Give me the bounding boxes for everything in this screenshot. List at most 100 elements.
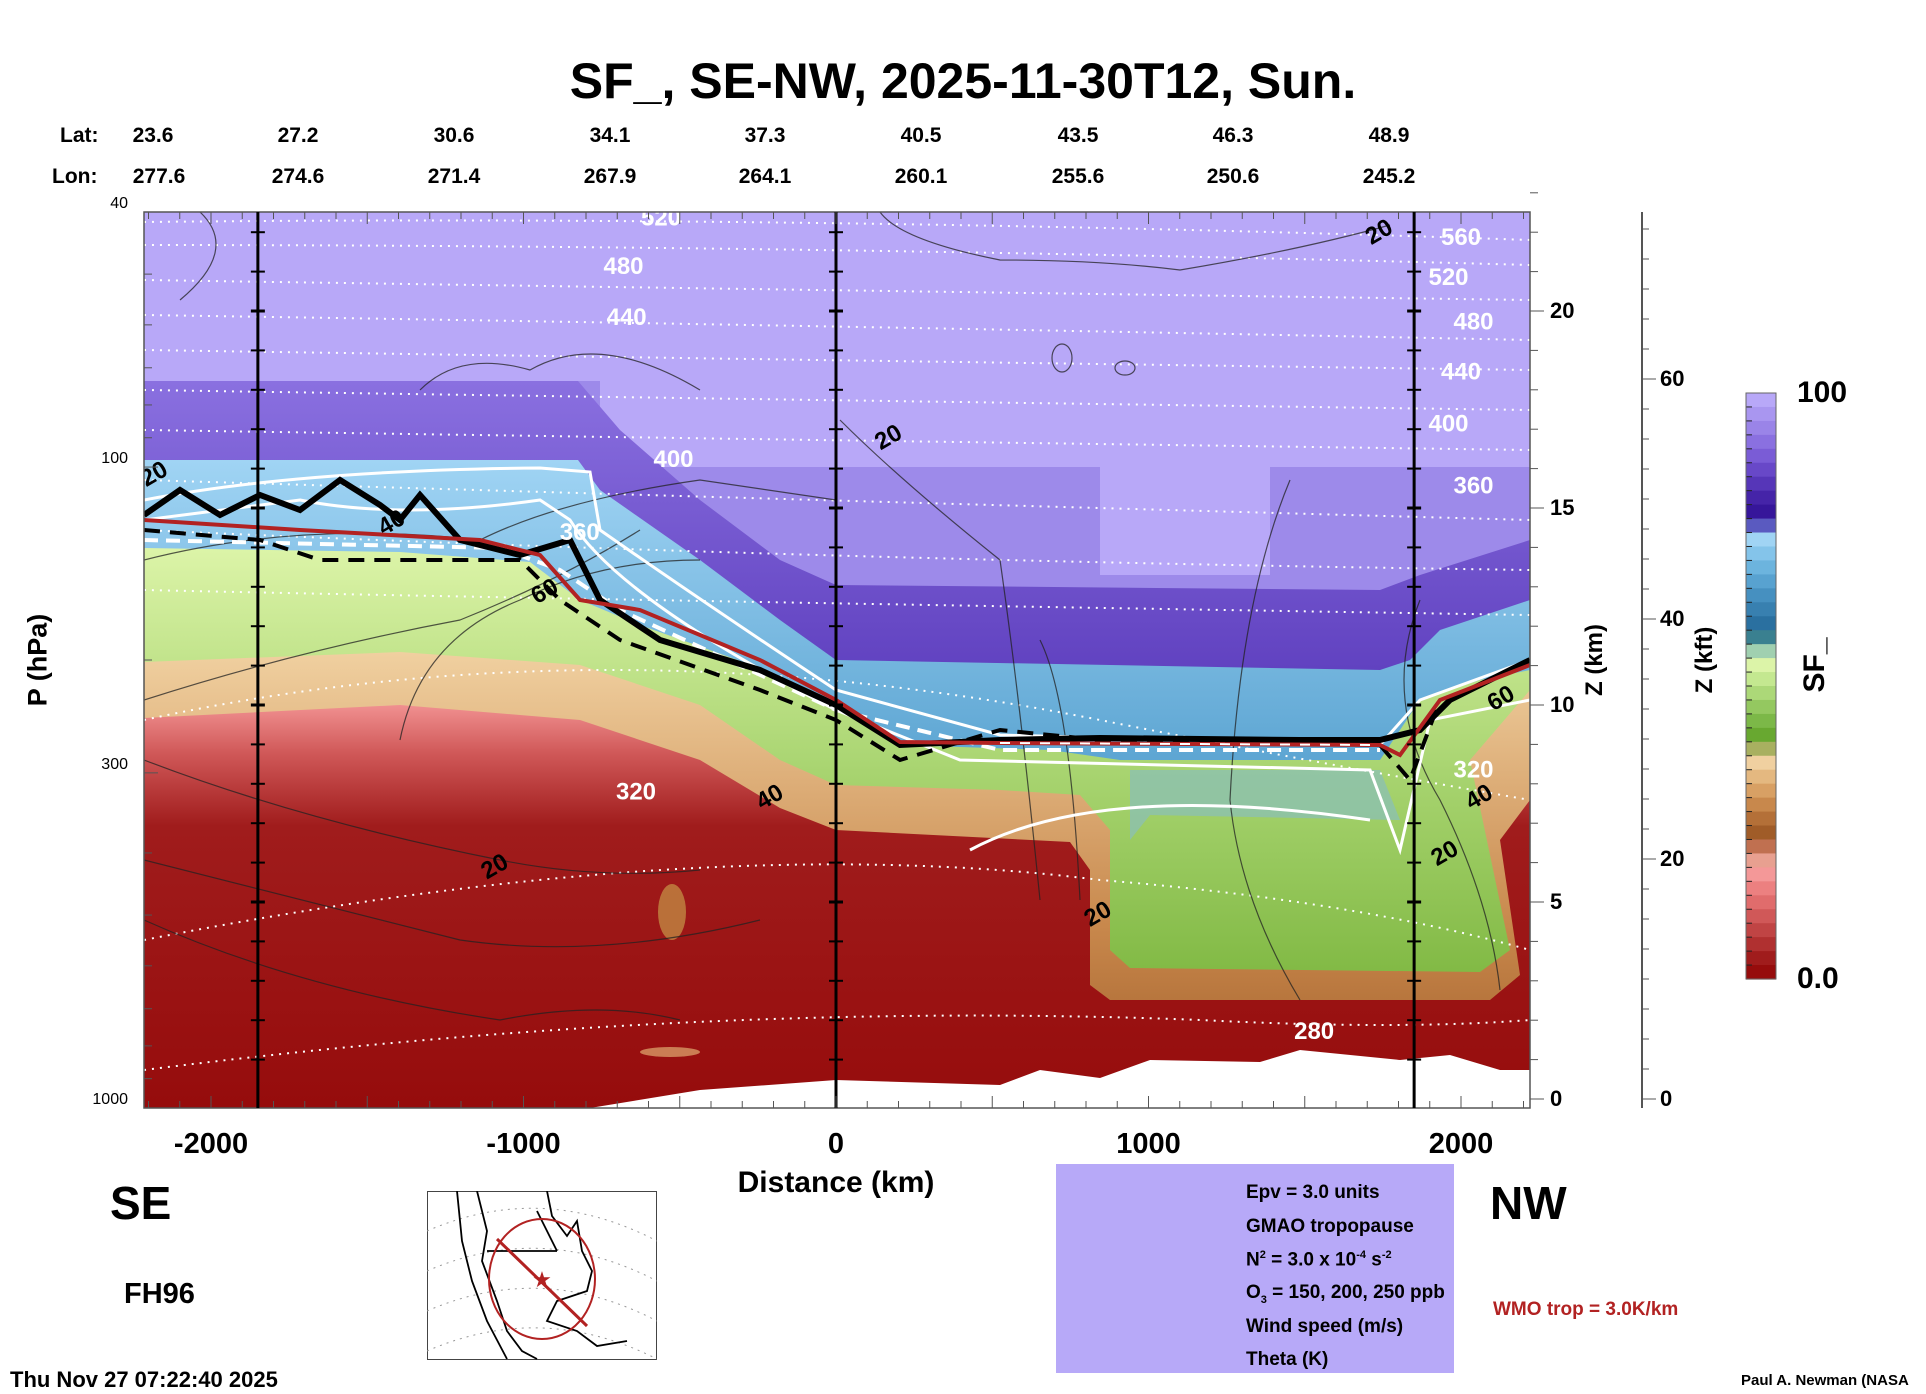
colorbar-segment (1746, 476, 1776, 492)
y-axis-label: P (hPa) (22, 613, 53, 707)
wmo-tropopause (144, 518, 1530, 758)
theta-contour-label: 440 (607, 304, 647, 331)
z-kft-tick-label: 20 (1660, 846, 1685, 871)
colorbar (1745, 392, 1777, 980)
colorbar-frame (1745, 392, 1777, 980)
z-kft-tick-label: 60 (1660, 366, 1685, 391)
theta-contour-label: 480 (603, 253, 643, 280)
theta-contour-label: 520 (641, 205, 681, 232)
vertical-markers (250, 212, 1422, 1108)
lat-value: 34.1 (589, 124, 631, 147)
theta-contour-label: 400 (653, 446, 693, 473)
colorbar-segment (1746, 923, 1776, 938)
colorbar-segment (1746, 741, 1776, 757)
z-km-tick-label: 0 (1550, 1086, 1563, 1111)
theta-contour-label: 320 (1453, 756, 1493, 783)
colorbar-segment (1746, 658, 1776, 673)
lon-value: 271.4 (427, 165, 481, 188)
z-kft-tick-label: 40 (1660, 606, 1685, 631)
colorbar-segment (1746, 727, 1776, 743)
map-coastlines (456, 1191, 628, 1360)
colorbar-segment (1746, 434, 1776, 450)
theta-contour-label: 360 (560, 519, 600, 546)
lat-value: 43.5 (1057, 124, 1099, 147)
colorbar-segment (1746, 853, 1776, 868)
location-map-inset: ★ (427, 1191, 657, 1360)
colorbar-segment (1746, 532, 1776, 548)
legend: Epv = 3.0 units GMAO tropopause N2 = 3.0… (1056, 1164, 1454, 1373)
z-km-tick-label: 15 (1550, 495, 1575, 520)
credit: Paul A. Newman (NASA (1741, 1372, 1909, 1389)
map-transect-line (495, 1237, 589, 1328)
colorbar-segment (1746, 644, 1776, 659)
colorbar-segment (1746, 630, 1776, 645)
colorbar-segment (1746, 881, 1776, 896)
tan-streak (640, 1047, 700, 1057)
chart-title: SF_, SE-NW, 2025-11-30T12, Sun. (569, 53, 1357, 109)
terrain-mask (590, 1050, 1530, 1108)
pressure-tick-label: 40 (110, 195, 128, 212)
lat-value: 46.3 (1212, 124, 1254, 147)
lat-value: 27.2 (277, 124, 319, 147)
distance-tick-label: 0 (827, 1128, 845, 1160)
colorbar-segment (1746, 895, 1776, 910)
colorbar-segment (1746, 602, 1776, 617)
colorbar-segment (1746, 783, 1776, 799)
colorbar-segment (1746, 713, 1776, 729)
legend-tropopause-label: GMAO tropopause (1246, 1216, 1414, 1237)
colorbar-segment (1746, 825, 1776, 841)
distance-tick-label: 1000 (1116, 1128, 1181, 1160)
gmao-tropopause (144, 476, 1530, 749)
pressure-tick-label: 1000 (92, 1091, 128, 1108)
axis-ticks (144, 192, 1656, 1109)
theta-contours (144, 219, 1530, 1071)
legend-theta-label: Theta (K) (1246, 1349, 1329, 1370)
legend-epv-label: Epv = 3.0 units (1246, 1182, 1380, 1203)
colorbar-segment (1746, 448, 1776, 464)
lon-value: 260.1 (894, 165, 948, 188)
tan-blob (658, 884, 686, 940)
colorbar-segment (1746, 686, 1776, 701)
x-axis-label: Distance (km) (737, 1166, 935, 1199)
z-km-tick-label: 5 (1550, 889, 1563, 914)
colorbar-label: SF_ (1798, 637, 1831, 693)
colorbar-segment (1746, 951, 1776, 966)
sf-contour-fill: 520 480 440 400 360 320 280 560 520 480 440 400 360 3… (144, 205, 1530, 1108)
legend-n2-label: N2 = 3.0 x 10-4 s-2 (1246, 1248, 1392, 1271)
colorbar-segment (1746, 462, 1776, 478)
wmo-dash-overlay (999, 742, 1381, 746)
z-km-tick-label: 10 (1550, 692, 1575, 717)
distance-tick-label: 2000 (1428, 1128, 1494, 1160)
theta-contour-label: 320 (616, 778, 656, 805)
lat-value: 23.6 (132, 124, 174, 147)
colorbar-segment (1746, 393, 1776, 408)
theta-contour-label: 440 (1441, 358, 1481, 385)
z-kft-axis-label: Z (kft) (1691, 626, 1718, 694)
theta-contour-label: 360 (1453, 473, 1493, 500)
theta-contour-label: 560 (1441, 224, 1481, 251)
colorbar-segment (1746, 937, 1776, 952)
lon-value: 267.9 (583, 165, 637, 188)
lat-value: 48.9 (1368, 124, 1410, 147)
contour-labels: 520 480 440 400 360 320 280 560 520 480 440 400 360 3… (144, 205, 1519, 1045)
colorbar-max-label: 100 (1797, 376, 1848, 409)
z-kft-tick-label: 0 (1660, 1086, 1673, 1111)
colorbar-segment (1746, 965, 1776, 980)
colorbar-segment (1746, 797, 1776, 813)
colorbar-segment (1746, 574, 1776, 589)
colorbar-segment (1746, 406, 1776, 422)
distance-tick-label: -1000 (486, 1128, 561, 1160)
direction-left: SE (110, 1177, 172, 1229)
colorbar-min-label: 0.0 (1797, 962, 1839, 995)
colorbar-segment (1746, 839, 1776, 855)
colorbar-segment (1746, 504, 1776, 520)
lon-value: 250.6 (1206, 165, 1260, 188)
map-range-circle (488, 1218, 596, 1340)
map-center-star-icon: ★ (532, 1267, 552, 1292)
lat-value: 30.6 (433, 124, 475, 147)
lon-value: 255.6 (1051, 165, 1105, 188)
lon-value: 274.6 (271, 165, 325, 188)
theta-contour-label: 520 (1428, 264, 1468, 291)
